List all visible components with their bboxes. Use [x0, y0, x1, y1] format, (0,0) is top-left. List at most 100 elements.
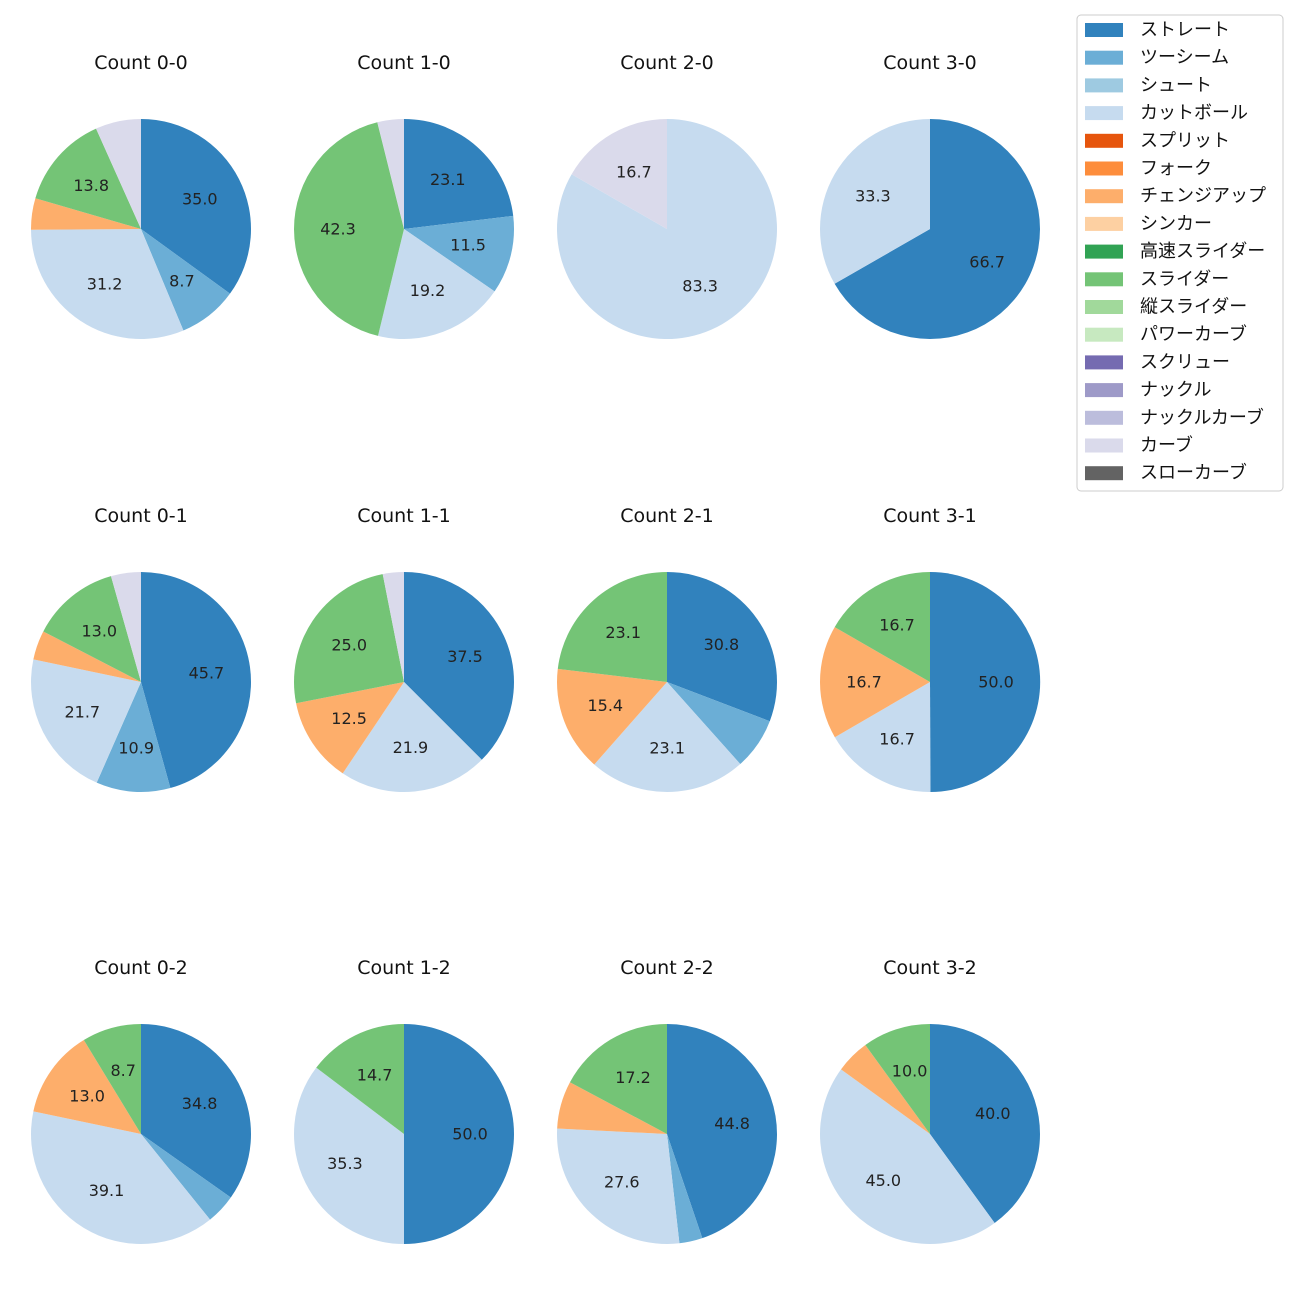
pie-slice [110, 572, 141, 682]
pie-slice [556, 668, 667, 765]
pie-slice [834, 572, 930, 682]
slice-label: 23.1 [430, 170, 466, 189]
legend-swatch [1085, 78, 1123, 93]
pie-slice [377, 229, 495, 339]
slice-label: 31.2 [87, 275, 123, 294]
pie-slice [294, 122, 404, 336]
pie-count-3-1: Count 3-1 50.0 16.7 16.7 16.7 [819, 505, 1041, 793]
pie-title: Count 1-1 [357, 505, 451, 527]
pie-slice [667, 682, 770, 765]
pie-slice [293, 1067, 404, 1244]
legend-label: ナックル [1140, 380, 1211, 401]
legend-label: ナックルカーブ [1140, 406, 1264, 428]
slice-label: 8.7 [169, 271, 194, 290]
pie-slice [834, 119, 1040, 339]
slice-label: 19.2 [410, 281, 446, 300]
pie-count-1-1: Count 1-1 37.5 21.9 12.5 25.0 [294, 505, 514, 793]
pie-count-2-1: Count 2-1 30.8 23.1 15.4 23.1 [556, 505, 778, 792]
pie-slice [31, 1111, 211, 1244]
slice-label: 13.8 [73, 176, 109, 195]
legend-label: スライダー [1140, 269, 1229, 290]
pie-title: Count 2-1 [620, 505, 714, 527]
slice-label: 42.3 [320, 220, 356, 239]
pie-slice [556, 119, 777, 339]
slice-label: 45.0 [865, 1171, 901, 1190]
pie-slice [404, 215, 515, 292]
slice-label: 16.7 [879, 730, 915, 749]
slice-label: 8.7 [110, 1061, 135, 1080]
slice-label: 40.0 [975, 1104, 1011, 1123]
pie-slice [594, 682, 741, 792]
pie-title: Count 3-2 [883, 957, 977, 979]
pie-slice [31, 229, 184, 339]
pie-slice [404, 572, 514, 760]
pie-slice [382, 572, 404, 682]
pie-slice [141, 229, 230, 331]
pie-count-1-0: Count 1-0 23.1 11.5 19.2 42.3 [294, 52, 515, 339]
pie-slice [294, 574, 404, 704]
legend-label: チェンジアップ [1140, 186, 1266, 207]
pie-title: Count 1-2 [357, 957, 451, 979]
pies-layer: Count 0-0 35.0 8.7 31.2 13.8 Count 1-0 23.1 11.… [30, 52, 1041, 1245]
pie-slice [296, 682, 404, 774]
slice-label: 10.9 [118, 738, 154, 757]
legend-label: 縦スライダー [1140, 297, 1247, 318]
pie-slice [667, 1024, 777, 1239]
slice-label: 23.1 [649, 739, 685, 758]
pie-slice [930, 1024, 1041, 1223]
pie-slice [569, 1024, 667, 1134]
slice-label: 13.0 [81, 621, 117, 640]
slice-label: 16.7 [846, 673, 882, 692]
slice-label: 21.9 [393, 738, 429, 757]
pie-slice [819, 627, 930, 738]
pie-title: Count 3-0 [883, 52, 977, 74]
legend-swatch [1085, 133, 1123, 148]
pie-slice [96, 682, 171, 793]
pie-slice [841, 1045, 930, 1134]
legend: ストレートツーシームシュートカットボールスプリットフォークチェンジアップシンカー… [1076, 14, 1284, 492]
slice-label: 34.8 [182, 1094, 218, 1113]
pie-count-0-2: Count 0-2 34.8 39.1 13.0 8.7 [31, 957, 252, 1244]
pie-slice [930, 571, 1041, 792]
pie-slice [557, 571, 667, 682]
legend-swatch [1085, 216, 1123, 231]
slice-label: 10.0 [892, 1062, 928, 1081]
pie-slice [865, 1023, 930, 1134]
pie-slice [33, 1040, 141, 1134]
legend-swatch [1085, 189, 1123, 204]
pie-slice [667, 572, 778, 722]
pie-title: Count 2-0 [620, 52, 714, 74]
pie-title: Count 0-0 [94, 52, 188, 74]
legend-swatch [1085, 327, 1123, 342]
slice-label: 25.0 [331, 636, 367, 655]
pie-slice [31, 659, 142, 783]
pie-slice [43, 576, 141, 682]
legend-label: シンカー [1140, 213, 1212, 234]
legend-label: スローカーブ [1140, 462, 1247, 484]
legend-swatch [1085, 410, 1123, 425]
pie-count-1-2: Count 1-2 50.0 35.3 14.7 [293, 957, 514, 1244]
pie-slice [141, 572, 252, 789]
pie-slice [35, 128, 142, 229]
slice-label: 39.1 [89, 1181, 125, 1200]
slice-label: 21.7 [64, 703, 100, 722]
legend-label: ツーシーム [1140, 47, 1229, 68]
pie-slice [342, 682, 482, 793]
legend-swatch [1085, 383, 1123, 398]
legend-swatch [1085, 438, 1123, 453]
legend-swatch [1085, 272, 1123, 287]
slice-label: 12.5 [331, 709, 367, 728]
pie-slice [316, 1024, 404, 1134]
legend-label: フォーク [1140, 158, 1212, 179]
legend-swatch [1085, 23, 1123, 37]
pie-slice [83, 1024, 141, 1134]
pie-count-2-0: Count 2-0 83.3 16.7 [556, 52, 777, 339]
legend-label: スプリット [1140, 130, 1230, 151]
legend-label: シュート [1140, 75, 1212, 96]
slice-label: 50.0 [978, 672, 1014, 691]
pie-title: Count 0-1 [94, 505, 188, 527]
legend-swatch [1085, 106, 1123, 121]
pie-slice [819, 119, 930, 284]
pie-title: Count 2-2 [620, 957, 714, 979]
pie-slice [557, 1128, 680, 1245]
